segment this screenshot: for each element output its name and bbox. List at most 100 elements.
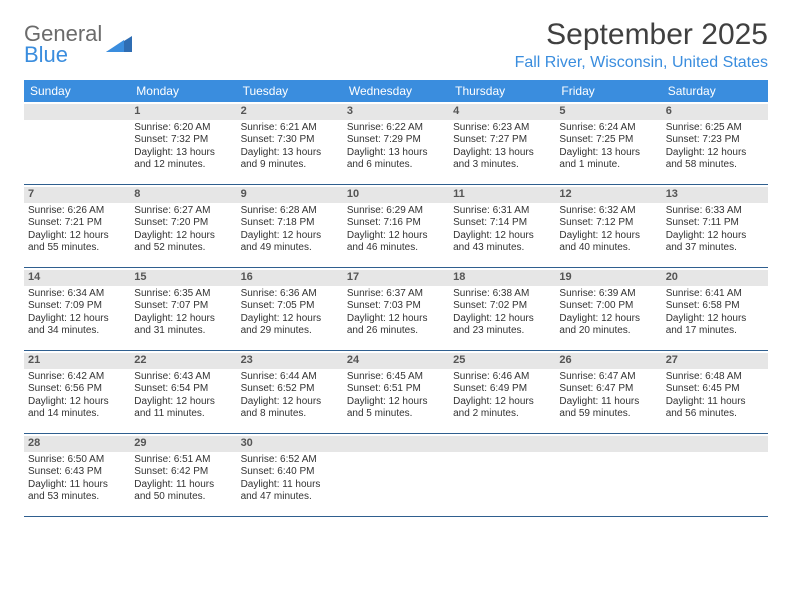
day-cell: 4Sunrise: 6:23 AMSunset: 7:27 PMDaylight… xyxy=(449,102,555,184)
sunset-text: Sunset: 7:00 PM xyxy=(559,300,657,313)
triangle-icon xyxy=(106,32,132,57)
sunset-text: Sunset: 7:03 PM xyxy=(347,300,445,313)
sunrise-text: Sunrise: 6:33 AM xyxy=(666,205,764,218)
daynum-band: 3 xyxy=(343,104,449,120)
daylight-text: Daylight: 12 hours and 55 minutes. xyxy=(28,230,126,255)
daynum-band: 17 xyxy=(343,270,449,286)
sunrise-text: Sunrise: 6:25 AM xyxy=(666,122,764,135)
daylight-text: Daylight: 12 hours and 37 minutes. xyxy=(666,230,764,255)
sunset-text: Sunset: 7:32 PM xyxy=(134,134,232,147)
day-number: 15 xyxy=(134,271,146,283)
sunset-text: Sunset: 7:25 PM xyxy=(559,134,657,147)
daylight-text: Daylight: 11 hours and 50 minutes. xyxy=(134,479,232,504)
sunrise-text: Sunrise: 6:22 AM xyxy=(347,122,445,135)
daynum-band: 18 xyxy=(449,270,555,286)
day-cell: 22Sunrise: 6:43 AMSunset: 6:54 PMDayligh… xyxy=(130,351,236,433)
daylight-text: Daylight: 12 hours and 29 minutes. xyxy=(241,313,339,338)
sunset-text: Sunset: 6:58 PM xyxy=(666,300,764,313)
sunrise-text: Sunrise: 6:41 AM xyxy=(666,288,764,301)
day-cell: 3 Sunrise: 6:22 AMSunset: 7:29 PMDaylight… xyxy=(343,102,449,184)
day-number: 21 xyxy=(28,354,40,366)
day-cell: 2Sunrise: 6:21 AMSunset: 7:30 PMDaylight… xyxy=(237,102,343,184)
day-cell: 8Sunrise: 6:27 AMSunset: 7:20 PMDaylight… xyxy=(130,185,236,267)
page-title: September 2025 xyxy=(515,18,768,52)
sunrise-text: Sunrise: 6:28 AM xyxy=(241,205,339,218)
daylight-text: Daylight: 12 hours and 2 minutes. xyxy=(453,396,551,421)
daylight-text: Daylight: 12 hours and 8 minutes. xyxy=(241,396,339,421)
daynum-band: 29 xyxy=(130,436,236,452)
sunset-text: Sunset: 6:42 PM xyxy=(134,466,232,479)
empty-cell xyxy=(24,102,130,184)
weekday-header: Friday xyxy=(555,80,661,102)
day-number: 11 xyxy=(453,188,465,200)
sunrise-text: Sunrise: 6:20 AM xyxy=(134,122,232,135)
weekday-header: Monday xyxy=(130,80,236,102)
day-number: 27 xyxy=(666,354,678,366)
daylight-text: Daylight: 13 hours and 9 minutes. xyxy=(241,147,339,172)
daynum-band xyxy=(555,436,661,452)
calendar-week: 1Sunrise: 6:20 AMSunset: 7:32 PMDaylight… xyxy=(24,102,768,185)
day-number: 14 xyxy=(28,271,40,283)
empty-cell xyxy=(449,434,555,516)
daylight-text: Daylight: 11 hours and 47 minutes. xyxy=(241,479,339,504)
sunrise-text: Sunrise: 6:21 AM xyxy=(241,122,339,135)
empty-cell xyxy=(555,434,661,516)
sunset-text: Sunset: 7:23 PM xyxy=(666,134,764,147)
brand-logo: General Blue xyxy=(24,18,132,66)
sunset-text: Sunset: 7:18 PM xyxy=(241,217,339,230)
weekday-header: Wednesday xyxy=(343,80,449,102)
daylight-text: Daylight: 13 hours and 6 minutes. xyxy=(347,147,445,172)
daylight-text: Daylight: 13 hours and 3 minutes. xyxy=(453,147,551,172)
sunset-text: Sunset: 7:29 PM xyxy=(347,134,445,147)
daylight-text: Daylight: 11 hours and 59 minutes. xyxy=(559,396,657,421)
empty-cell xyxy=(662,434,768,516)
day-cell: 28Sunrise: 6:50 AMSunset: 6:43 PMDayligh… xyxy=(24,434,130,516)
calendar-week: 21Sunrise: 6:42 AMSunset: 6:56 PMDayligh… xyxy=(24,351,768,434)
daylight-text: Daylight: 12 hours and 17 minutes. xyxy=(666,313,764,338)
day-cell: 18Sunrise: 6:38 AMSunset: 7:02 PMDayligh… xyxy=(449,268,555,350)
day-number: 25 xyxy=(453,354,465,366)
sunrise-text: Sunrise: 6:31 AM xyxy=(453,205,551,218)
day-cell: 11Sunrise: 6:31 AMSunset: 7:14 PMDayligh… xyxy=(449,185,555,267)
daynum-band: 23 xyxy=(237,353,343,369)
day-cell: 26Sunrise: 6:47 AMSunset: 6:47 PMDayligh… xyxy=(555,351,661,433)
sunrise-text: Sunrise: 6:35 AM xyxy=(134,288,232,301)
daylight-text: Daylight: 12 hours and 26 minutes. xyxy=(347,313,445,338)
daynum-band xyxy=(343,436,449,452)
daynum-band: 9 xyxy=(237,187,343,203)
day-cell: 25Sunrise: 6:46 AMSunset: 6:49 PMDayligh… xyxy=(449,351,555,433)
calendar-week: 14Sunrise: 6:34 AMSunset: 7:09 PMDayligh… xyxy=(24,268,768,351)
daynum-band: 10 xyxy=(343,187,449,203)
day-number: 26 xyxy=(559,354,571,366)
header: General Blue September 2025 Fall River, … xyxy=(24,18,768,72)
daynum-band: 16 xyxy=(237,270,343,286)
day-number: 10 xyxy=(347,188,359,200)
daynum-band: 19 xyxy=(555,270,661,286)
day-cell: 23Sunrise: 6:44 AMSunset: 6:52 PMDayligh… xyxy=(237,351,343,433)
day-cell: 14Sunrise: 6:34 AMSunset: 7:09 PMDayligh… xyxy=(24,268,130,350)
day-number: 29 xyxy=(134,437,146,449)
sunset-text: Sunset: 7:02 PM xyxy=(453,300,551,313)
daylight-text: Daylight: 11 hours and 53 minutes. xyxy=(28,479,126,504)
sunset-text: Sunset: 6:51 PM xyxy=(347,383,445,396)
sunrise-text: Sunrise: 6:26 AM xyxy=(28,205,126,218)
day-cell: 19Sunrise: 6:39 AMSunset: 7:00 PMDayligh… xyxy=(555,268,661,350)
daylight-text: Daylight: 11 hours and 56 minutes. xyxy=(666,396,764,421)
daynum-band xyxy=(24,104,130,120)
sunrise-text: Sunrise: 6:43 AM xyxy=(134,371,232,384)
sunset-text: Sunset: 7:09 PM xyxy=(28,300,126,313)
daylight-text: Daylight: 12 hours and 40 minutes. xyxy=(559,230,657,255)
sunrise-text: Sunrise: 6:45 AM xyxy=(347,371,445,384)
daynum-band: 21 xyxy=(24,353,130,369)
day-cell: 15Sunrise: 6:35 AMSunset: 7:07 PMDayligh… xyxy=(130,268,236,350)
sunset-text: Sunset: 7:11 PM xyxy=(666,217,764,230)
empty-cell xyxy=(343,434,449,516)
daynum-band xyxy=(449,436,555,452)
day-cell: 30Sunrise: 6:52 AMSunset: 6:40 PMDayligh… xyxy=(237,434,343,516)
day-number: 30 xyxy=(241,437,253,449)
day-number: 22 xyxy=(134,354,146,366)
daynum-band: 2 xyxy=(237,104,343,120)
weekday-header-row: SundayMondayTuesdayWednesdayThursdayFrid… xyxy=(24,80,768,102)
day-number xyxy=(559,437,562,449)
sunrise-text: Sunrise: 6:37 AM xyxy=(347,288,445,301)
